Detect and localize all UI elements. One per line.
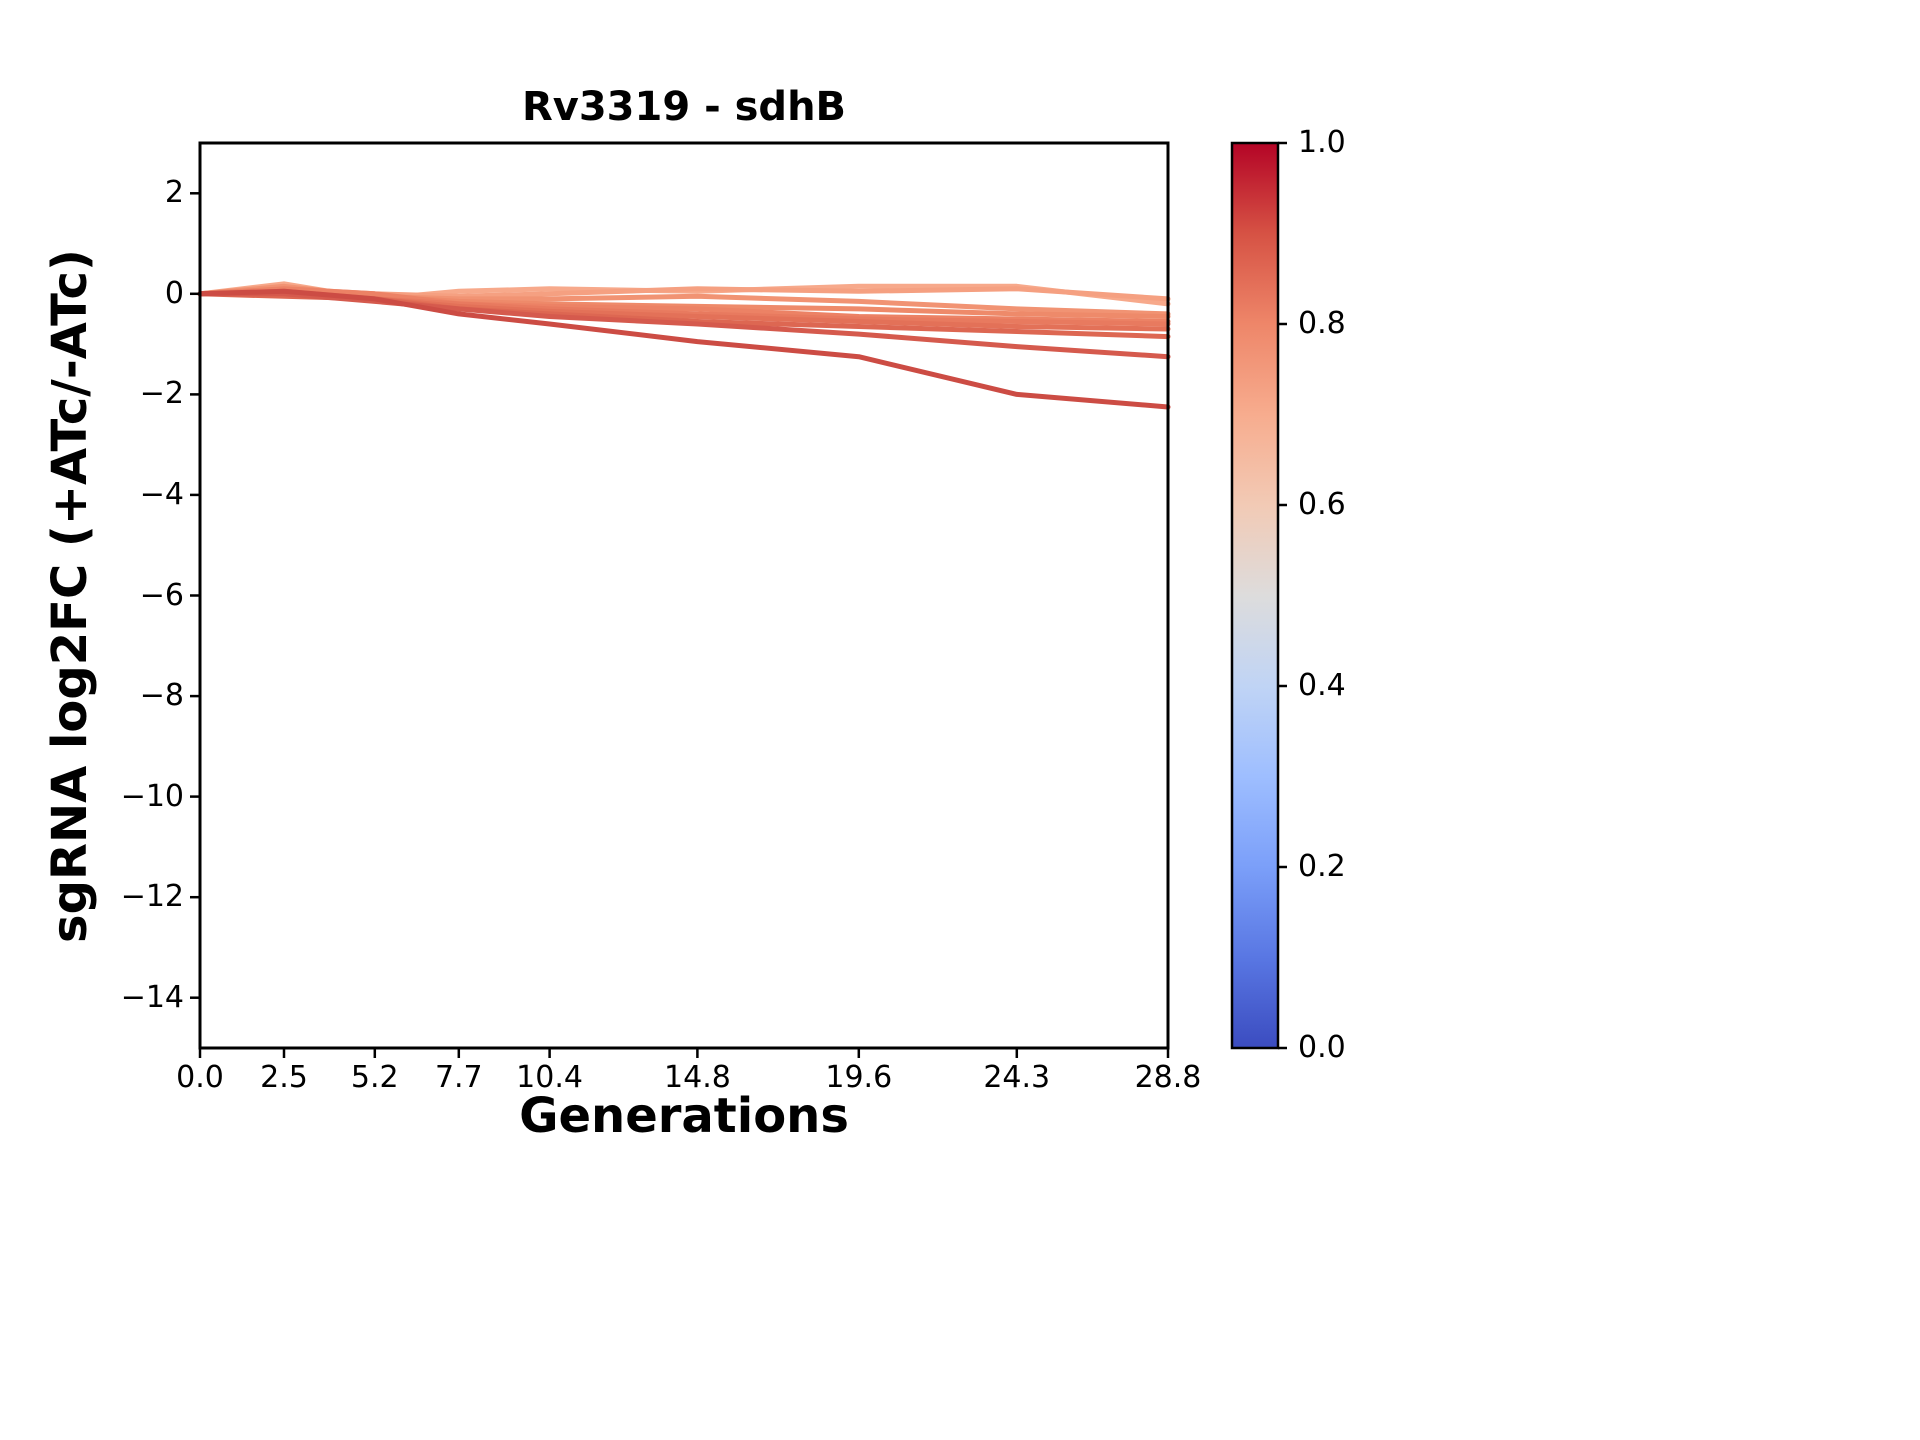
y-tick-label: −10 (120, 778, 184, 814)
x-tick-label: 2.5 (260, 1060, 308, 1095)
colorbar-tick-label: 0.6 (1298, 487, 1346, 522)
x-tick-label: 10.4 (516, 1060, 583, 1095)
y-tick-label: −14 (120, 979, 184, 1015)
x-tick-label: 14.8 (664, 1060, 731, 1095)
x-tick-label: 5.2 (350, 1060, 399, 1095)
x-tick-label: 19.6 (825, 1060, 893, 1095)
x-tick-label: 28.8 (1134, 1060, 1202, 1095)
x-tick-label: 7.7 (434, 1060, 483, 1095)
y-tick-label: −12 (120, 879, 184, 915)
y-tick-label: −2 (139, 376, 184, 412)
y-tick-label: 2 (164, 175, 184, 211)
colorbar-tick-label: 0.8 (1298, 306, 1346, 341)
y-tick-label: −6 (139, 577, 184, 613)
y-tick-label: −4 (139, 476, 184, 512)
colorbar-tick-label: 0.4 (1298, 668, 1346, 703)
y-tick-label: 0 (164, 275, 184, 311)
colorbar (1230, 141, 1280, 1050)
colorbar-tick-label: 0.0 (1298, 1030, 1346, 1065)
series-line (197, 288, 1171, 410)
x-tick-label: 24.3 (983, 1060, 1051, 1095)
chart-title: Rv3319 - sdhB (521, 84, 847, 130)
x-axis-label: Generations (519, 1088, 849, 1144)
axes-spines (198, 141, 1170, 1050)
y-tick-label: −8 (139, 678, 184, 714)
x-tick-label: 0.0 (176, 1060, 224, 1095)
colorbar-tick-label: 0.2 (1298, 849, 1346, 884)
colorbar-tick-label: 1.0 (1298, 125, 1346, 160)
